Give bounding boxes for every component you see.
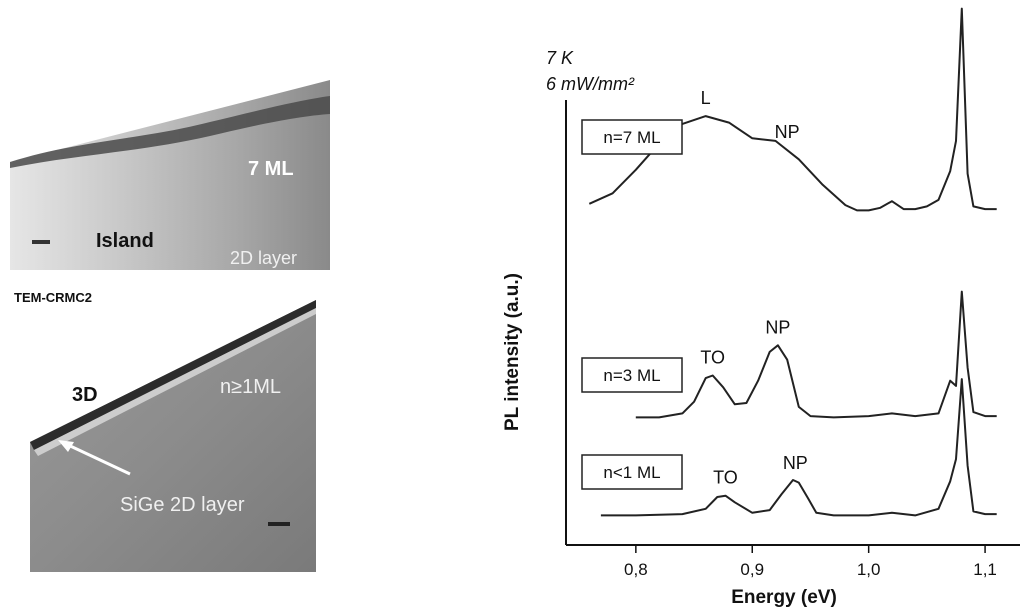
peak-label: L (701, 88, 711, 108)
tem-panel: 7 ML Island 2D layer TEM-CRMC2 3D n≥1ML … (0, 0, 470, 608)
series-label-box (581, 357, 683, 393)
x-tick-label: 1,0 (857, 560, 881, 579)
peak-label: TO (713, 468, 738, 488)
series-label: n=7 ML (603, 128, 660, 147)
condition-temperature: 7 K (546, 48, 574, 68)
tem-label-n-ge-1ml: n≥1ML (220, 376, 282, 398)
tem-caption: TEM-CRMC2 (14, 290, 92, 305)
series-line (635, 290, 997, 419)
tem-label-3d: 3D (72, 384, 98, 406)
pl-spectra-chart: 7 K 6 mW/mm² PL intensity (a.u.) Energy … (502, 7, 1020, 608)
spectra-curves (588, 7, 997, 517)
series-label-box (581, 119, 683, 155)
tem-label-7ml: 7 ML (248, 158, 294, 180)
peak-label: NP (775, 122, 800, 142)
tem-label-sige-2d-layer: SiGe 2D layer (120, 494, 245, 516)
y-axis-label: PL intensity (a.u.) (502, 273, 523, 431)
tem-top-image (10, 80, 330, 270)
series-labels: n=7 ML n=3 ML n<1 ML (581, 119, 683, 490)
peak-label: NP (765, 317, 790, 337)
series-label: n<1 ML (603, 463, 660, 482)
tem-bottom-image (30, 300, 316, 572)
series-line (600, 378, 997, 517)
x-tick-label: 1,1 (973, 560, 997, 579)
x-axis-ticks: 0,8 0,9 1,0 1,1 (624, 545, 997, 579)
tem-label-island: Island (96, 230, 154, 252)
peak-label: TO (700, 347, 725, 367)
series-label: n=3 ML (603, 366, 660, 385)
x-axis-label: Energy (eV) (731, 587, 837, 608)
x-tick-label: 0,9 (740, 560, 764, 579)
x-tick-label: 0,8 (624, 560, 648, 579)
series-label-box (581, 454, 683, 490)
series-line (588, 7, 997, 212)
peak-labels: L NP TO NP TO NP (700, 88, 807, 488)
tem-label-2d-layer: 2D layer (230, 248, 298, 268)
condition-power-density: 6 mW/mm² (546, 74, 635, 94)
peak-label: NP (783, 453, 808, 473)
